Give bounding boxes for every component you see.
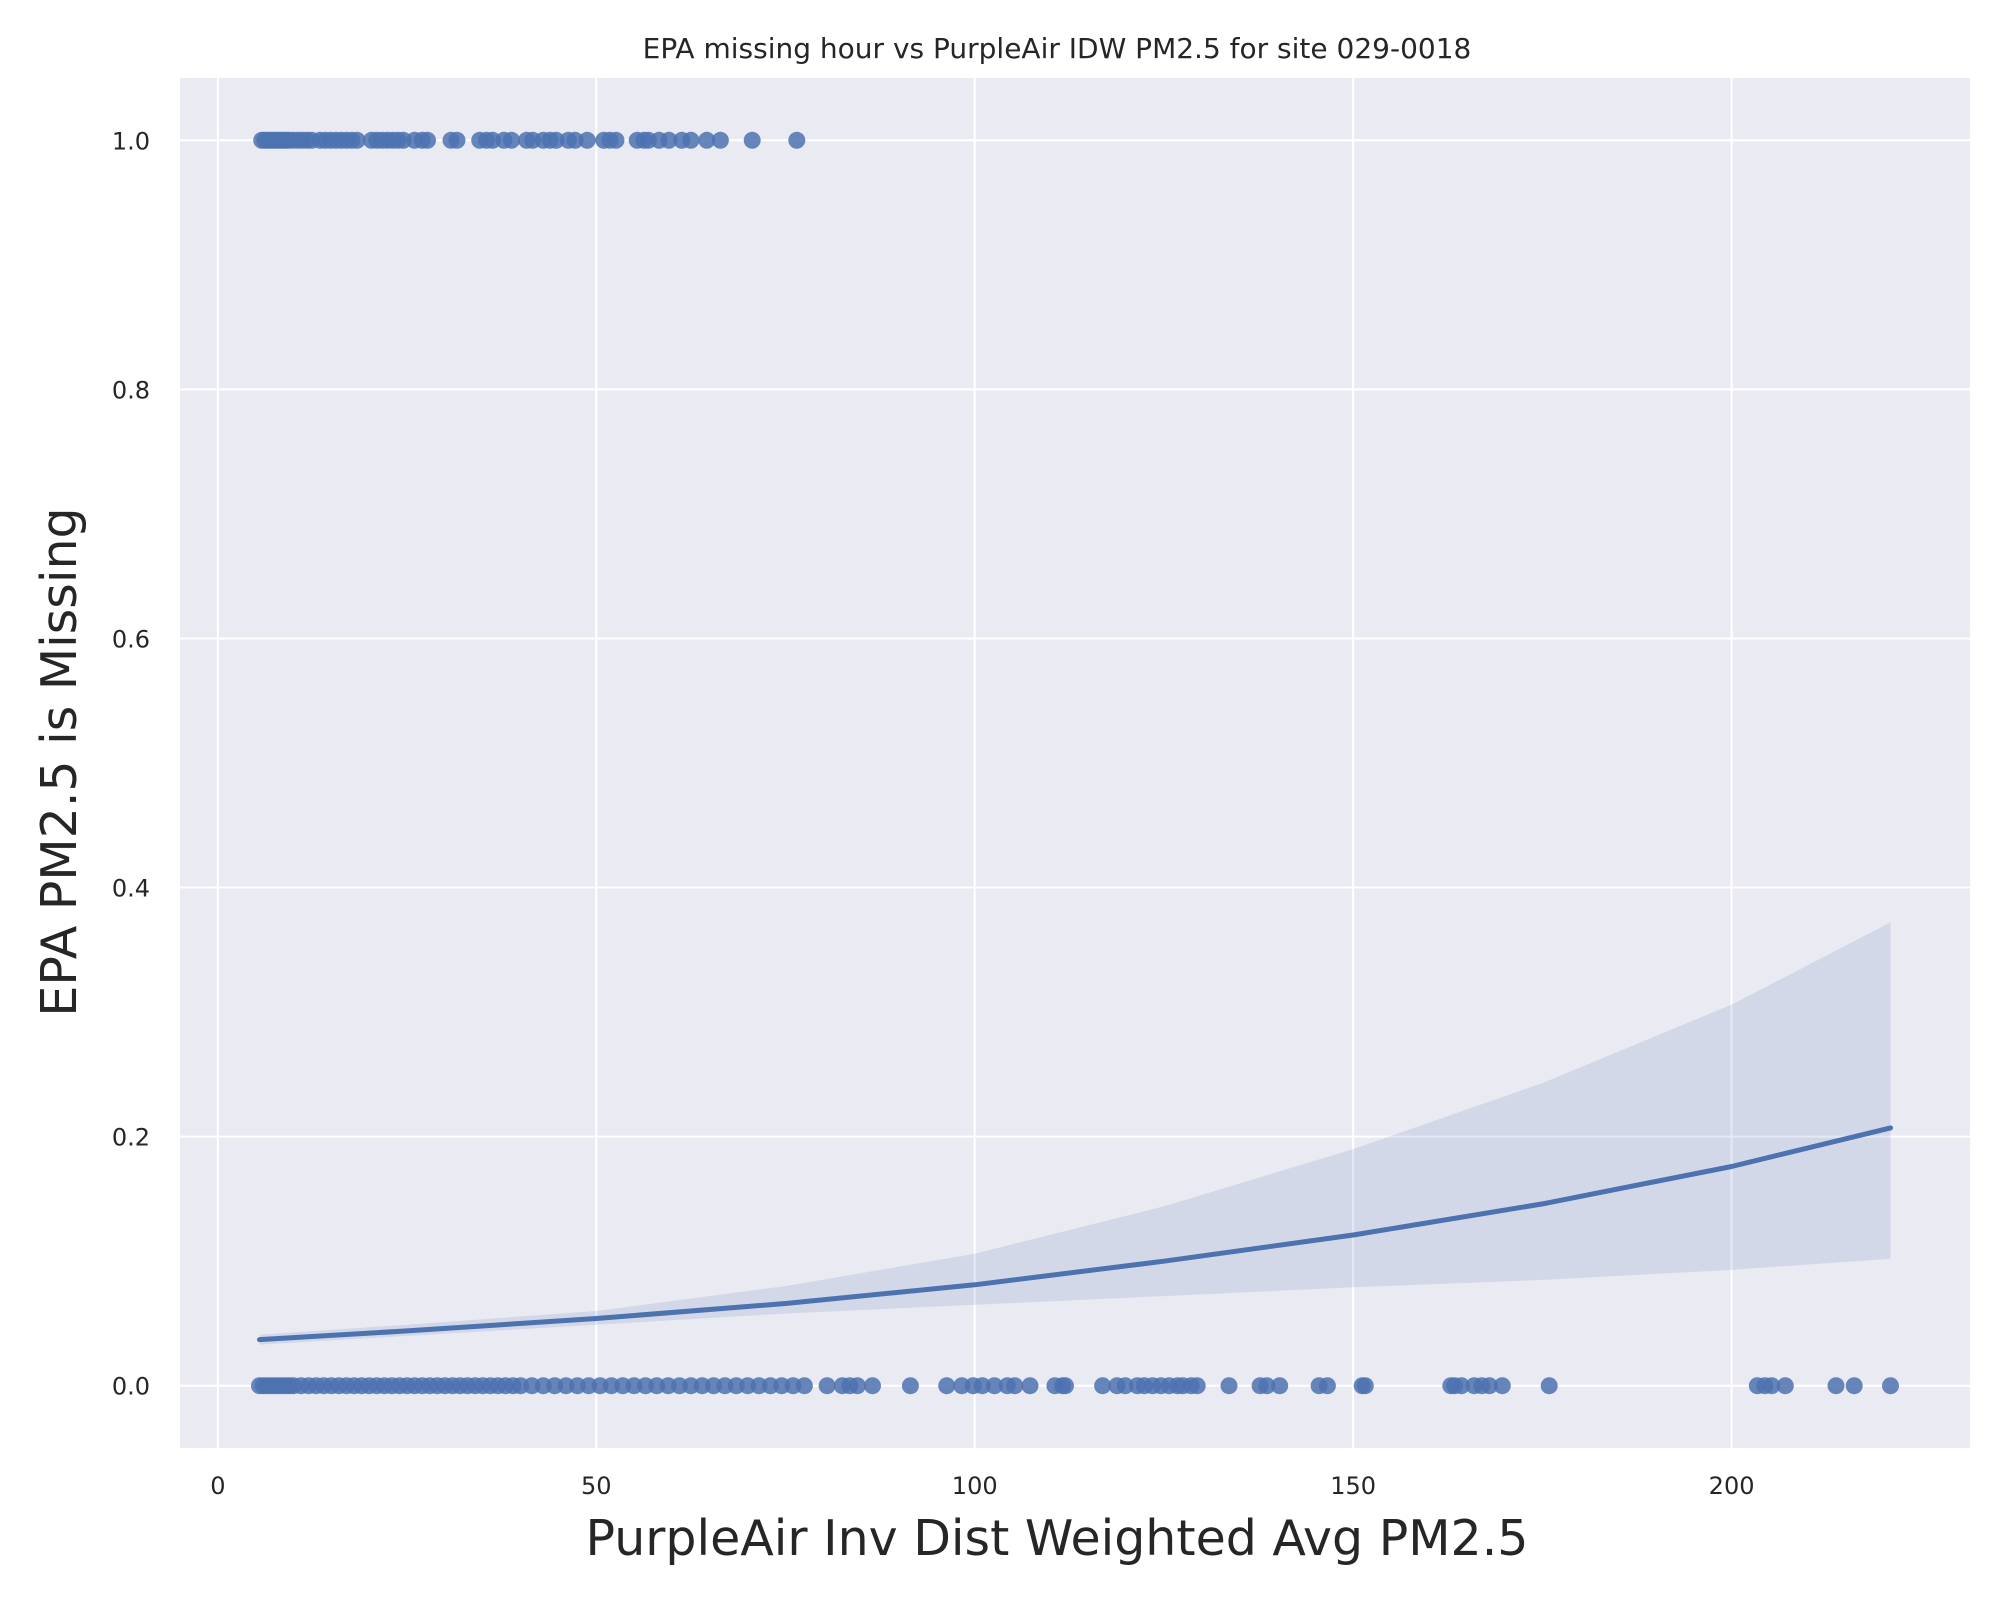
data-point <box>1882 1377 1899 1395</box>
data-point <box>660 131 678 149</box>
data-point <box>1006 1377 1024 1395</box>
confidence-band <box>259 922 1891 1345</box>
data-point <box>682 131 700 149</box>
data-point <box>711 131 729 149</box>
data-point <box>864 1377 881 1395</box>
x-axis-label: PurpleAir Inv Dist Weighted Avg PM2.5 <box>586 1510 1529 1567</box>
points-layer <box>251 131 1899 1395</box>
x-tick-label: 200 <box>1709 1472 1755 1500</box>
data-point <box>788 131 806 149</box>
data-point <box>848 1377 866 1395</box>
x-tick-label: 50 <box>581 1472 612 1500</box>
data-point <box>973 1377 991 1395</box>
data-point <box>1493 1377 1511 1395</box>
chart-title: EPA missing hour vs PurpleAir IDW PM2.5 … <box>643 32 1472 65</box>
data-point <box>1356 1377 1374 1395</box>
data-point <box>1318 1377 1336 1395</box>
data-point <box>1271 1377 1289 1395</box>
data-point <box>448 131 466 149</box>
data-point <box>578 131 596 149</box>
data-point <box>1021 1377 1039 1395</box>
y-tick-label: 1.0 <box>112 127 150 155</box>
x-tick-label: 100 <box>952 1472 998 1500</box>
fit-line-layer <box>257 1125 1893 1343</box>
data-point <box>795 1377 813 1395</box>
data-point <box>1094 1377 1112 1395</box>
data-point <box>1057 1377 1074 1395</box>
y-tick-label: 0.8 <box>112 376 150 404</box>
data-point <box>985 1377 1003 1395</box>
x-tick-label: 0 <box>210 1472 225 1500</box>
data-point <box>1116 1377 1134 1395</box>
plot-background <box>180 78 1970 1448</box>
data-point <box>1827 1377 1845 1395</box>
data-point <box>348 131 366 149</box>
x-axis-ticks: 0 50 100 150 200 <box>210 1472 1754 1500</box>
data-point <box>1258 1377 1276 1395</box>
data-point <box>1776 1377 1794 1395</box>
data-point <box>901 1377 919 1395</box>
data-point <box>547 131 565 149</box>
y-tick-label: 0.6 <box>112 625 150 653</box>
y-tick-label: 0.0 <box>112 1373 150 1401</box>
y-tick-label: 0.2 <box>112 1124 150 1152</box>
data-point <box>1763 1377 1781 1395</box>
data-point <box>938 1377 956 1395</box>
data-point <box>419 131 436 149</box>
fit-line <box>257 1125 1893 1343</box>
data-point <box>1480 1377 1498 1395</box>
x-tick-label: 150 <box>1330 1472 1376 1500</box>
data-point <box>566 131 584 149</box>
grid-lines <box>180 78 1970 1448</box>
data-point <box>818 1377 836 1395</box>
data-point <box>607 131 625 149</box>
data-point <box>503 131 520 149</box>
y-axis-ticks: 0.0 0.2 0.4 0.6 0.8 1.0 <box>112 127 150 1400</box>
data-point <box>1188 1377 1206 1395</box>
data-point <box>1540 1377 1558 1395</box>
y-tick-label: 0.4 <box>112 875 150 903</box>
data-point <box>698 131 716 149</box>
y-axis-label: EPA PM2.5 is Missing <box>31 507 88 1016</box>
data-point <box>743 131 761 149</box>
confidence-band-layer <box>259 922 1891 1345</box>
data-point <box>1452 1377 1470 1395</box>
data-point <box>1220 1377 1238 1395</box>
data-point <box>1845 1377 1863 1395</box>
